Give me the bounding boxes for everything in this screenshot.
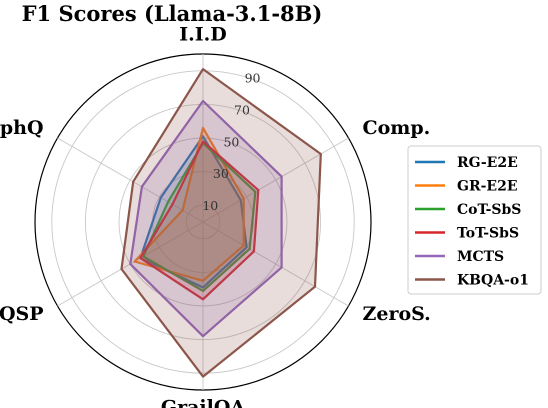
legend-label-4: MCTS — [457, 249, 504, 265]
axis-label-2: ZeroS. — [362, 303, 430, 325]
axis-labels: I.I.D Comp. ZeroS. GrailQA WebQSP GraphQ — [0, 24, 431, 408]
radial-tick-1: 30 — [213, 166, 229, 181]
axis-label-4: WebQSP — [0, 303, 44, 325]
radial-tick-3: 70 — [234, 102, 250, 117]
legend-label-0: RG-E2E — [457, 155, 518, 171]
series-polygon-tot-sbs — [139, 140, 260, 301]
legend-label-2: CoT-SbS — [457, 202, 521, 218]
axis-label-3: GrailQA — [161, 396, 246, 408]
series-polygon-gr-e2e — [133, 126, 245, 282]
axis-label-0: I.I.D — [179, 24, 226, 46]
spoke-5 — [57, 137, 204, 223]
axis-label-5: GraphQ — [0, 117, 44, 139]
radial-tick-labels: 10 30 50 70 90 — [202, 70, 260, 213]
legend-label-1: GR-E2E — [457, 179, 517, 195]
legend-label-3: ToT-SbS — [457, 226, 519, 242]
chart-title: F1 Scores (Llama-3.1-8B) — [22, 1, 323, 26]
series-polygon-cot-sbs — [142, 141, 257, 292]
axis-label-1: Comp. — [362, 117, 430, 139]
radial-tick-2: 50 — [223, 134, 239, 149]
radial-tick-0: 10 — [202, 198, 218, 213]
series-layer — [120, 67, 322, 378]
legend: RG-E2E GR-E2E CoT-SbS ToT-SbS MCTS KBQA-o1 — [407, 145, 542, 295]
series-polygon-mcts — [129, 99, 283, 338]
legend-label-5: KBQA-o1 — [457, 273, 529, 289]
series-polygon-kbqa-o1 — [120, 67, 322, 378]
spoke-2 — [202, 221, 349, 307]
radial-tick-4: 90 — [245, 70, 261, 85]
spoke-1 — [202, 137, 349, 223]
series-polygon-rg-e2e — [139, 135, 248, 289]
